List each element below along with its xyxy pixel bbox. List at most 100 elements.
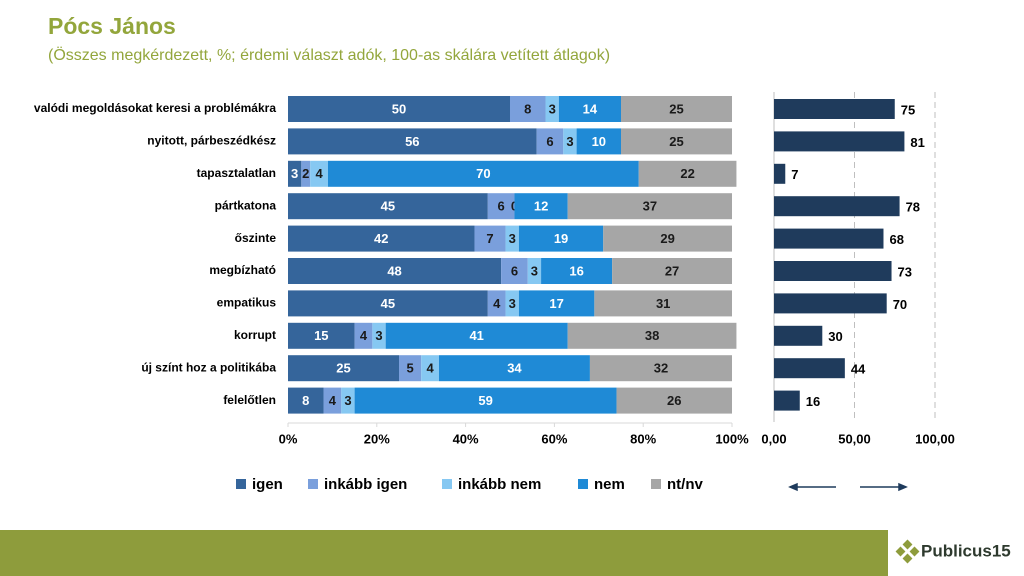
value-label: 19 — [554, 231, 568, 246]
value-label: 7 — [791, 167, 798, 182]
value-label: 25 — [669, 134, 683, 149]
value-label: 4 — [329, 393, 337, 408]
category-label: nyitott, párbeszédkész — [147, 134, 276, 148]
value-label: 14 — [583, 101, 598, 116]
bar — [774, 163, 786, 184]
category-label: új színt hoz a politikába — [141, 360, 276, 374]
arrows — [788, 482, 908, 492]
value-label: 7 — [486, 231, 493, 246]
bar-segment — [518, 225, 604, 252]
bar-segment — [372, 322, 386, 349]
bar-segment — [341, 387, 355, 414]
bar-segment — [421, 355, 439, 382]
x-tick-label: 40% — [453, 431, 479, 446]
x-tick-label: 0,00 — [761, 431, 786, 446]
value-label: 41 — [469, 328, 483, 343]
value-label: 59 — [478, 393, 492, 408]
value-label: 22 — [680, 166, 694, 181]
value-label: 50 — [392, 101, 406, 116]
bar-segment — [567, 193, 732, 220]
value-label: 10 — [592, 134, 606, 149]
bar-segment — [589, 355, 732, 382]
bar-segment — [514, 193, 568, 220]
category-label: empatikus — [217, 296, 277, 310]
bar-segment — [576, 128, 621, 155]
legend-swatch — [236, 479, 246, 489]
bar-segment — [288, 290, 488, 317]
bar-segment — [288, 96, 510, 122]
bar-segment — [354, 387, 617, 414]
bar-segment — [487, 193, 515, 220]
bar-segment — [510, 96, 546, 122]
value-label: 3 — [509, 231, 516, 246]
value-label: 3 — [375, 328, 382, 343]
value-label: 16 — [806, 394, 820, 409]
bar-segment — [323, 387, 342, 414]
bar-segment — [621, 96, 732, 122]
value-label: 44 — [851, 362, 866, 377]
value-label: 42 — [374, 231, 388, 246]
bar — [774, 228, 884, 249]
bar-segment — [301, 160, 311, 187]
value-label: 3 — [549, 101, 556, 116]
x-tick-label: 0% — [279, 431, 298, 446]
bar-segment — [385, 322, 568, 349]
value-label: 8 — [524, 101, 531, 116]
value-label: 32 — [654, 361, 668, 376]
bar-segment — [638, 160, 737, 187]
logo-icon — [895, 539, 920, 564]
bar — [774, 358, 845, 379]
bar-segment — [616, 387, 732, 414]
bar-segment — [536, 128, 564, 155]
legend-label: inkább igen — [324, 476, 407, 493]
value-label: 3 — [291, 166, 298, 181]
value-label: 8 — [302, 393, 309, 408]
legend-swatch — [308, 479, 318, 489]
logo-text: Publicus15 — [921, 541, 1011, 560]
bar — [774, 99, 895, 119]
footer-band — [0, 530, 888, 576]
value-label: 25 — [669, 101, 683, 116]
bar — [774, 261, 892, 281]
bar-segment — [310, 160, 328, 187]
value-label: 6 — [498, 199, 505, 214]
value-label: 81 — [910, 135, 924, 150]
category-label: megbízható — [209, 263, 276, 277]
legend-label: igen — [252, 476, 283, 493]
bar-segment — [288, 128, 537, 155]
legend-label: nt/nv — [667, 476, 703, 493]
value-label: 75 — [901, 102, 915, 117]
bar-segment — [288, 160, 302, 187]
legend-label: nem — [594, 476, 625, 493]
value-label: 26 — [667, 393, 681, 408]
bar-segment — [603, 225, 732, 252]
legend-swatch — [651, 479, 661, 489]
value-label: 5 — [406, 361, 413, 376]
value-label: 45 — [381, 296, 395, 311]
value-label: 4 — [426, 361, 434, 376]
value-label: 6 — [511, 263, 518, 278]
value-label: 3 — [566, 134, 573, 149]
value-label: 30 — [828, 329, 842, 344]
legend-label: inkább nem — [458, 476, 541, 493]
value-label: 3 — [344, 393, 351, 408]
bar — [774, 390, 800, 411]
legend-swatch — [442, 479, 452, 489]
value-label: 25 — [336, 361, 350, 376]
bar-segment — [563, 128, 577, 155]
bar — [774, 196, 900, 217]
value-label: 4 — [315, 166, 323, 181]
bar-segment — [327, 160, 639, 187]
bar-segment — [487, 290, 506, 317]
bar-segment — [518, 290, 595, 317]
bar-segment — [438, 355, 590, 382]
value-label: 56 — [405, 134, 419, 149]
value-label: 12 — [534, 199, 548, 214]
bar-segment — [288, 258, 502, 284]
bar-segment — [612, 258, 732, 284]
value-label: 27 — [665, 263, 679, 278]
value-label: 37 — [643, 199, 657, 214]
value-label: 45 — [381, 199, 395, 214]
x-tick-label: 100,00 — [915, 431, 955, 446]
